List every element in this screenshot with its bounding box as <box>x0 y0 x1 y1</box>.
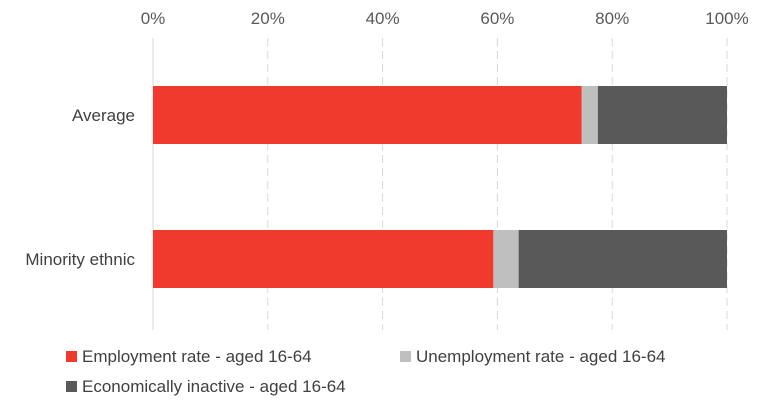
x-tick-label: 80% <box>595 9 629 28</box>
x-axis: 0% 20% 40% 60% 80% 100% <box>141 9 749 28</box>
x-tick-label: 40% <box>366 9 400 28</box>
legend-label: Employment rate - aged 16-64 <box>82 347 312 366</box>
category-axis: Average Minority ethnic <box>25 106 135 269</box>
category-label: Minority ethnic <box>25 250 135 269</box>
category-label: Average <box>72 106 135 125</box>
bar-segment <box>493 230 519 288</box>
bars <box>153 86 727 288</box>
legend-label: Economically inactive - aged 16-64 <box>82 377 346 396</box>
legend-label: Unemployment rate - aged 16-64 <box>416 347 665 366</box>
legend-swatch <box>400 351 411 362</box>
bar-segment <box>518 230 727 288</box>
x-tick-label: 60% <box>480 9 514 28</box>
bar-segment <box>153 86 582 144</box>
legend: Employment rate - aged 16-64 Unemployment… <box>66 347 665 396</box>
x-tick-label: 100% <box>705 9 748 28</box>
legend-swatch <box>66 351 77 362</box>
bar-segment <box>581 86 598 144</box>
bar-segment <box>153 230 494 288</box>
x-tick-label: 0% <box>141 9 166 28</box>
legend-swatch <box>66 381 77 392</box>
bar-segment <box>597 86 727 144</box>
x-tick-label: 20% <box>251 9 285 28</box>
